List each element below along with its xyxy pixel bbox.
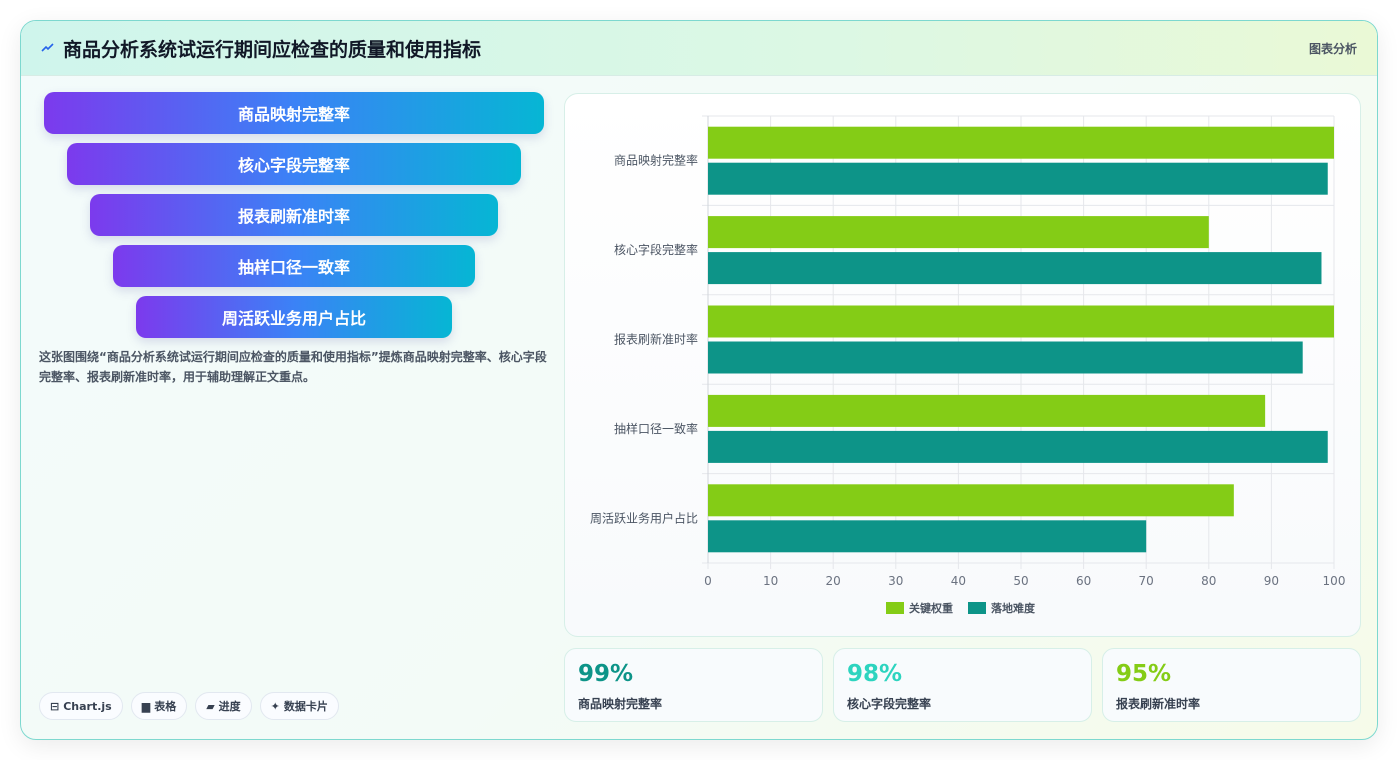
x-tick-label: 90 bbox=[1264, 574, 1279, 588]
bar bbox=[708, 394, 1266, 427]
progress-icon: ▰ bbox=[206, 699, 215, 713]
stat-card: 98% 核心字段完整率 bbox=[833, 648, 1092, 722]
chip-label: 数据卡片 bbox=[283, 700, 328, 713]
chip-label: 表格 bbox=[154, 700, 177, 713]
x-tick-label: 0 bbox=[704, 574, 712, 588]
bar-chart: 0 10 20 30 40 50 60 70 80 90 100 商品映射完整率核心字段完整率报表刷新… bbox=[590, 115, 1346, 615]
y-tick-label: 商品映射完整率 bbox=[614, 153, 698, 168]
bar bbox=[708, 216, 1209, 249]
chart-panel: 0 10 20 30 40 50 60 70 80 90 100 商品映射完整率 核心字段完整率 报表刷新… bbox=[564, 93, 1361, 637]
x-tick-label: 60 bbox=[1076, 574, 1091, 588]
chip-progress[interactable]: ▰ 进度 bbox=[195, 692, 252, 720]
chip-label: 进度 bbox=[218, 700, 241, 713]
tool-chips: ⊟ Chart.js ▆ 表格 ▰ 进度 ✦ 数据卡片 bbox=[39, 692, 339, 720]
funnel-step: 周活跃业务用户占比 bbox=[136, 296, 452, 338]
stat-label: 报表刷新准时率 bbox=[1116, 697, 1201, 711]
card-icon: ✦ bbox=[270, 699, 280, 713]
spark-icon bbox=[41, 43, 54, 52]
bar bbox=[708, 252, 1322, 285]
legend-swatch bbox=[968, 602, 986, 614]
x-tick-label: 70 bbox=[1139, 574, 1154, 588]
y-tick-label: 周活跃业务用户占比 bbox=[590, 510, 698, 525]
x-tick-label: 30 bbox=[888, 574, 903, 588]
header: 商品分析系统试运行期间应检查的质量和使用指标 图表分析 bbox=[21, 21, 1377, 76]
bar bbox=[708, 341, 1303, 374]
stat-label: 商品映射完整率 bbox=[578, 697, 663, 711]
y-tick-label: 报表刷新准时率 bbox=[614, 332, 698, 347]
x-tick-label: 20 bbox=[826, 574, 841, 588]
bar bbox=[708, 484, 1234, 517]
x-tick-label: 10 bbox=[763, 574, 778, 588]
chart-analysis-tag: 图表分析 bbox=[1308, 42, 1357, 56]
chip-chartjs[interactable]: ⊟ Chart.js bbox=[39, 692, 123, 720]
funnel-step: 抽样口径一致率 bbox=[113, 245, 475, 287]
chart-icon: ⊟ bbox=[50, 699, 60, 713]
funnel-step: 商品映射完整率 bbox=[44, 92, 544, 134]
legend-label: 关键权重 bbox=[909, 601, 953, 615]
stat-value: 98% bbox=[847, 661, 903, 687]
y-tick-label: 核心字段完整率 bbox=[614, 242, 698, 257]
funnel-step: 核心字段完整率 bbox=[67, 143, 521, 185]
bar bbox=[708, 305, 1334, 338]
bar bbox=[708, 520, 1147, 553]
x-tick-label: 100 bbox=[1323, 574, 1346, 588]
legend-label: 落地难度 bbox=[991, 601, 1036, 615]
x-tick-label: 50 bbox=[1013, 574, 1028, 588]
stat-value: 95% bbox=[1116, 661, 1172, 687]
table-icon: ▆ bbox=[141, 699, 151, 713]
funnel-step: 报表刷新准时率 bbox=[90, 194, 498, 236]
bar bbox=[708, 162, 1328, 195]
chip-label: Chart.js bbox=[63, 699, 112, 713]
y-tick-label: 抽样口径一致率 bbox=[614, 421, 698, 436]
description: 这张图围绕“商品分析系统试运行期间应检查的质量和使用指标”提炼商品映射完整率、核… bbox=[39, 350, 547, 384]
stat-value: 99% bbox=[578, 661, 634, 687]
bar bbox=[708, 126, 1334, 159]
chip-table[interactable]: ▆ 表格 bbox=[130, 692, 188, 720]
stat-label: 核心字段完整率 bbox=[847, 697, 932, 711]
bar bbox=[708, 430, 1328, 463]
x-tick-label: 80 bbox=[1201, 574, 1216, 588]
x-tick-label: 40 bbox=[951, 574, 966, 588]
page-title: 商品分析系统试运行期间应检查的质量和使用指标 bbox=[63, 39, 482, 61]
stat-card: 99% 商品映射完整率 bbox=[564, 648, 823, 722]
chip-data-card[interactable]: ✦ 数据卡片 bbox=[259, 692, 339, 720]
dashboard-card: 商品分析系统试运行期间应检查的质量和使用指标 图表分析 商品映射完整率 核心字段… bbox=[20, 20, 1378, 740]
legend-swatch bbox=[886, 602, 904, 614]
stat-card: 95% 报表刷新准时率 bbox=[1102, 648, 1361, 722]
